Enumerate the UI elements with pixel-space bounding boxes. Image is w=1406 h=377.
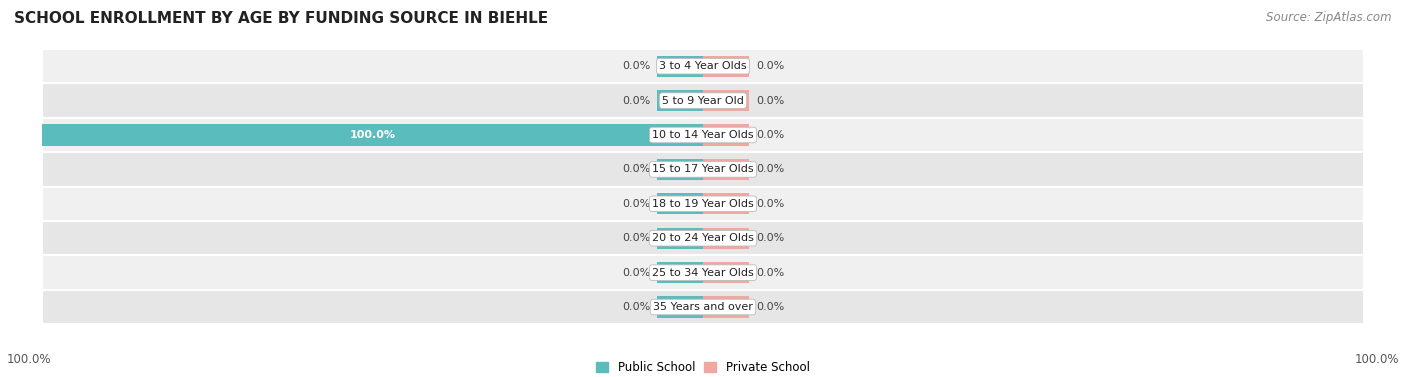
Text: 10 to 14 Year Olds: 10 to 14 Year Olds (652, 130, 754, 140)
Bar (42, 221, 1364, 256)
Legend: Public School, Private School: Public School, Private School (592, 356, 814, 377)
Text: 25 to 34 Year Olds: 25 to 34 Year Olds (652, 268, 754, 277)
Bar (657, 262, 703, 283)
Text: 0.0%: 0.0% (756, 130, 785, 140)
Bar (42, 187, 1364, 221)
Bar (657, 228, 703, 249)
Text: 0.0%: 0.0% (621, 164, 650, 175)
Bar (703, 159, 749, 180)
Text: 0.0%: 0.0% (621, 233, 650, 243)
Text: 0.0%: 0.0% (621, 61, 650, 71)
Bar (657, 159, 703, 180)
Text: 0.0%: 0.0% (621, 302, 650, 312)
Bar (42, 118, 1364, 152)
Bar (703, 124, 749, 146)
Bar (703, 262, 749, 283)
Text: 20 to 24 Year Olds: 20 to 24 Year Olds (652, 233, 754, 243)
Bar (657, 90, 703, 111)
Bar (703, 296, 749, 318)
Text: SCHOOL ENROLLMENT BY AGE BY FUNDING SOURCE IN BIEHLE: SCHOOL ENROLLMENT BY AGE BY FUNDING SOUR… (14, 11, 548, 26)
Bar (42, 256, 1364, 290)
Bar (703, 90, 749, 111)
Text: 18 to 19 Year Olds: 18 to 19 Year Olds (652, 199, 754, 209)
Text: 100.0%: 100.0% (350, 130, 395, 140)
Text: 0.0%: 0.0% (756, 302, 785, 312)
Text: 100.0%: 100.0% (7, 353, 52, 366)
Bar (703, 228, 749, 249)
Bar (657, 55, 703, 77)
Bar (42, 152, 1364, 187)
Text: 0.0%: 0.0% (756, 96, 785, 106)
Bar (657, 193, 703, 215)
Text: 0.0%: 0.0% (621, 96, 650, 106)
Text: 0.0%: 0.0% (621, 199, 650, 209)
Text: 3 to 4 Year Olds: 3 to 4 Year Olds (659, 61, 747, 71)
Bar (42, 124, 703, 146)
Bar (703, 193, 749, 215)
Text: 5 to 9 Year Old: 5 to 9 Year Old (662, 96, 744, 106)
Text: 35 Years and over: 35 Years and over (652, 302, 754, 312)
Bar (657, 296, 703, 318)
Text: 0.0%: 0.0% (756, 199, 785, 209)
Text: Source: ZipAtlas.com: Source: ZipAtlas.com (1267, 11, 1392, 24)
Text: 0.0%: 0.0% (756, 268, 785, 277)
Text: 0.0%: 0.0% (621, 268, 650, 277)
Text: 100.0%: 100.0% (1354, 353, 1399, 366)
Bar (42, 83, 1364, 118)
Text: 15 to 17 Year Olds: 15 to 17 Year Olds (652, 164, 754, 175)
Bar (42, 49, 1364, 83)
Text: 0.0%: 0.0% (756, 164, 785, 175)
Text: 0.0%: 0.0% (756, 233, 785, 243)
Bar (42, 290, 1364, 324)
Bar (703, 55, 749, 77)
Text: 0.0%: 0.0% (756, 61, 785, 71)
